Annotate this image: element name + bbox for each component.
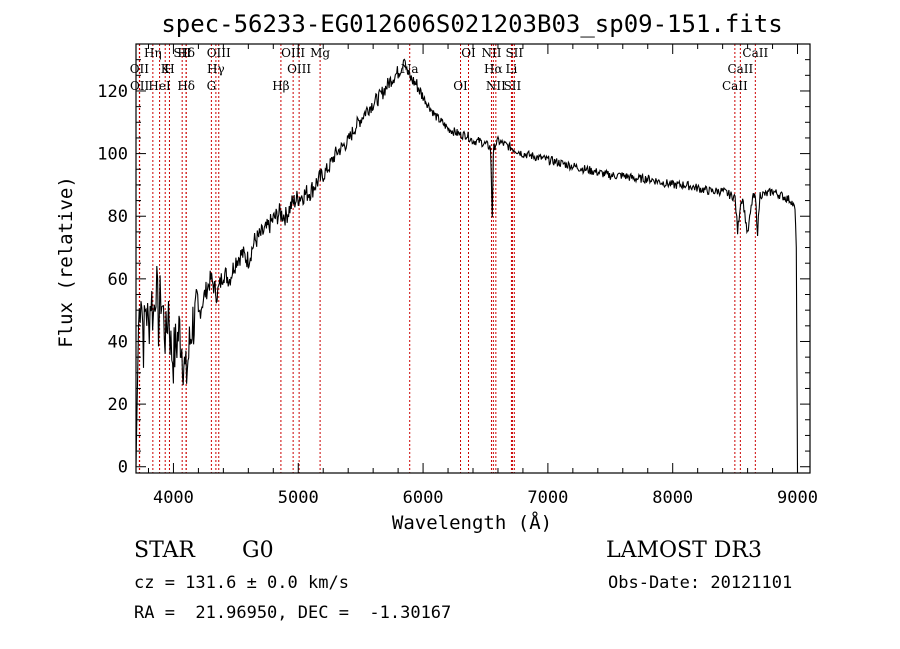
y-axis-label: Flux (relative)	[55, 176, 77, 348]
line-label-hδ: Hδ	[177, 79, 195, 93]
y-tick-label: 60	[108, 270, 128, 290]
observation-date: Obs-Date: 20121101	[608, 573, 793, 593]
line-label-sii: SII	[504, 79, 522, 93]
x-tick-label: 6000	[403, 488, 444, 508]
y-tick-label: 120	[97, 82, 128, 102]
line-label-hδ: Hδ	[177, 46, 195, 60]
line-label-nii: NII	[486, 79, 506, 93]
line-label-mg: Mg	[310, 46, 330, 60]
line-label-oii: OII	[130, 62, 150, 76]
line-label-h: H	[164, 62, 174, 76]
plot-frame	[135, 43, 811, 474]
coordinates: RA = 21.96950, DEC = -1.30167	[134, 603, 452, 623]
line-label-hei: HeI	[148, 79, 171, 93]
spectral-line-labels: HδKHδOIIIOIIHeISIIHγOIIHηHGOIIIOIIIHβMgN…	[130, 46, 769, 93]
x-axis-label: Wavelength (Å)	[392, 511, 552, 534]
spectrum-series-line	[135, 58, 799, 474]
x-tick-label: 4000	[153, 488, 194, 508]
line-label-oiii: OIII	[207, 46, 231, 60]
line-label-hβ: Hβ	[272, 79, 289, 93]
line-label-nii: NII	[481, 46, 501, 60]
spectral-line-markers	[138, 44, 756, 473]
line-label-caii: CaII	[722, 79, 748, 93]
line-label-li: Li	[506, 62, 518, 76]
line-label-hα: Hα	[484, 62, 503, 76]
line-label-k: K	[161, 62, 171, 76]
line-label-oiii: OIII	[281, 46, 305, 60]
y-tick-label: 80	[108, 207, 128, 227]
line-label-hη: Hη	[144, 46, 162, 60]
line-label-caii: CaII	[727, 62, 753, 76]
x-tick-label: 8000	[652, 488, 693, 508]
object-class: STAR	[134, 538, 195, 563]
x-tick-label: 9000	[777, 488, 818, 508]
line-label-g: G	[207, 79, 217, 93]
redshift-value: cz = 131.6 ± 0.0 km/s	[134, 573, 349, 593]
line-label-caii: CaII	[742, 46, 768, 60]
line-label-sii: SII	[505, 46, 523, 60]
survey-name: LAMOST DR3	[606, 538, 762, 563]
y-axis-ticks: 0 20 40 60 80 100 120	[97, 59, 810, 478]
line-label-oiii: OIII	[287, 62, 311, 76]
line-label-oi: OI	[453, 79, 468, 93]
x-tick-label: 7000	[527, 488, 568, 508]
line-label-hγ: Hγ	[207, 62, 225, 76]
line-label-oii: OII	[130, 79, 150, 93]
line-label-sii: SII	[173, 46, 191, 60]
y-tick-label: 0	[118, 458, 128, 478]
y-tick-label: 100	[97, 145, 128, 165]
x-tick-label: 5000	[278, 488, 319, 508]
y-tick-label: 20	[108, 395, 128, 415]
object-subclass: G0	[242, 538, 274, 563]
x-axis-ticks: 4000 5000 6000 7000 8000 9000	[147, 44, 818, 508]
chart-title: spec-56233-EG012606S021203B03_sp09-151.f…	[161, 10, 782, 38]
line-label-oi: OI	[461, 46, 476, 60]
y-tick-label: 40	[108, 332, 128, 352]
